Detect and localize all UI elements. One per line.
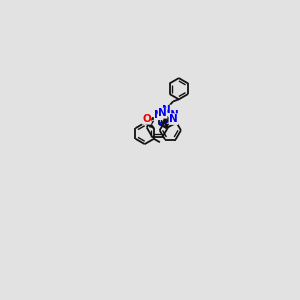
- Text: N: N: [169, 114, 178, 124]
- Text: O: O: [142, 114, 151, 124]
- Text: N: N: [158, 108, 167, 118]
- Text: N: N: [170, 110, 179, 120]
- Text: N: N: [162, 105, 171, 115]
- Text: N: N: [154, 110, 163, 120]
- Text: N: N: [169, 115, 178, 124]
